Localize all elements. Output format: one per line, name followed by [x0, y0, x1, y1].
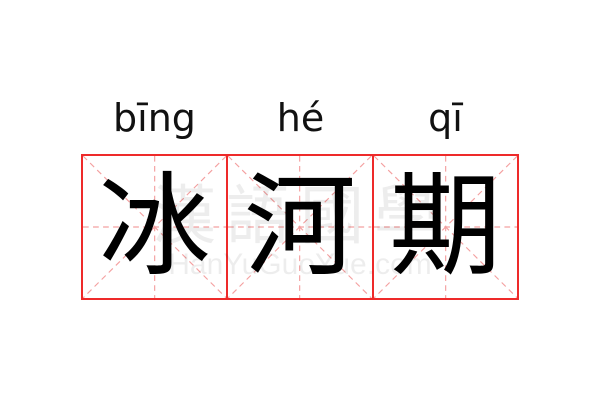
character-cell-2: 河	[226, 156, 372, 298]
hanzi-character: 河	[243, 162, 356, 292]
character-cell-1: 冰	[83, 156, 227, 298]
guide-lines	[83, 156, 227, 298]
pinyin-2: hé	[276, 96, 325, 140]
guide-lines	[373, 156, 517, 298]
character-cell-3: 期	[371, 156, 517, 298]
hanzi-character: 期	[389, 162, 502, 292]
pinyin-3: qī	[428, 96, 463, 140]
character-grid: 冰 河 期	[81, 154, 519, 300]
hanzi-character: 冰	[98, 162, 211, 292]
pinyin-1: bīng	[113, 96, 196, 140]
guide-lines	[228, 156, 372, 298]
